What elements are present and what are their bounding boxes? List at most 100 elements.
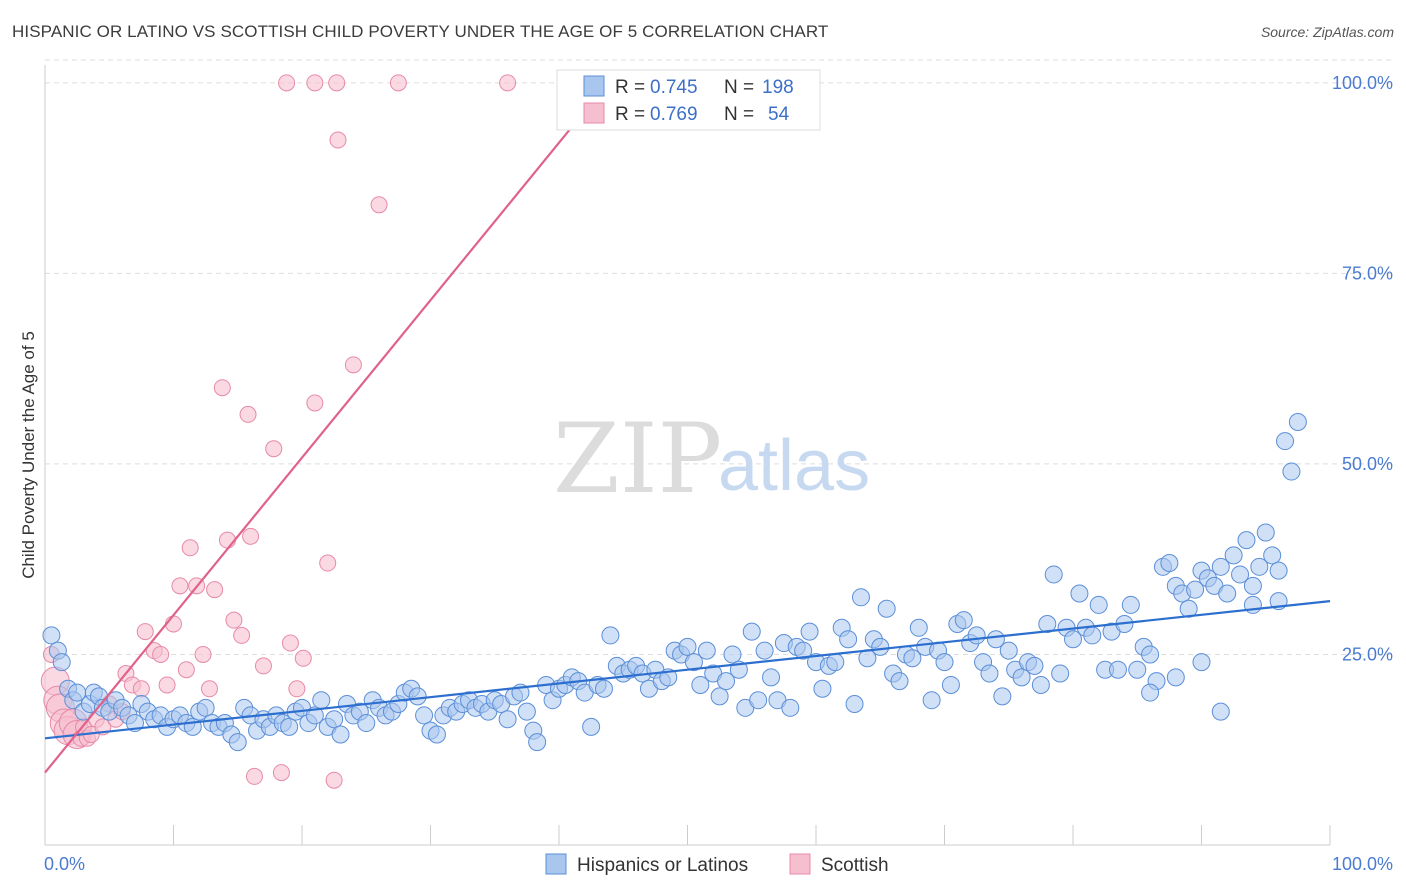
y-tick-labels: 25.0% 50.0% 75.0% 100.0% [1332,73,1393,665]
scottish-point [181,539,199,557]
scottish-point [194,645,212,663]
hispanic-point [839,630,858,649]
hispanic-point [325,710,344,729]
scottish-point [213,379,231,397]
hispanic-point [1012,668,1031,687]
y-tick-label: 100.0% [1332,73,1393,93]
legend-n-value-1: 198 [762,77,794,98]
scottish-point [344,356,362,374]
hispanic-point [941,675,960,694]
axes [44,65,1331,846]
hispanic-point [845,695,864,714]
hispanic-point [1276,432,1295,451]
hispanic-point [800,622,819,641]
hispanic-point [813,679,832,698]
hispanic-point [1089,595,1108,614]
legend-box: R = 0.745 N = 198 R = 0.769 N = 54 [556,69,821,131]
hispanic-point [826,653,845,672]
scottish-point [245,767,263,785]
hispanic-point [742,622,761,641]
hispanic-point [1288,413,1307,432]
scottish-point [325,771,343,789]
watermark-atlas: atlas [718,426,870,506]
scottish-point [370,196,388,214]
hispanic-point [1243,576,1262,595]
y-tick-label: 75.0% [1342,263,1393,283]
hispanic-point [228,733,247,752]
hispanic-point [903,649,922,668]
legend-swatch-scottish [583,102,605,124]
hispanic-point [1237,531,1256,550]
hispanic-point [691,675,710,694]
hispanic-point [42,626,61,645]
hispanic-point [890,672,909,691]
source-credit: Source: ZipAtlas.com [1260,24,1394,40]
scottish-point [200,680,218,698]
scottish-point [329,131,347,149]
scottish-point [265,440,283,458]
hispanic-point [498,710,517,729]
chart-title: HISPANIC OR LATINO VS SCOTTISH CHILD POV… [12,22,829,41]
hispanic-point [794,641,813,660]
hispanic-point [1128,660,1147,679]
hispanic-point [749,691,768,710]
hispanic-point [528,733,547,752]
hispanic-point [1192,653,1211,672]
legend-n-value-2: 54 [768,104,790,125]
hispanic-point [427,725,446,744]
hispanic-point [954,611,973,630]
legend-n-label-2: N = [724,104,754,125]
hispanic-point [1269,561,1288,580]
scottish-point [171,577,189,595]
hispanic-point [1051,664,1070,683]
hispanic-point [935,653,954,672]
hispanic-point [755,641,774,660]
hispanic-point [357,714,376,733]
scottish-trendline [44,82,609,774]
hispanic-point [331,725,350,744]
hispanic-point [1141,683,1160,702]
hispanic-point [594,679,613,698]
scottish-point [272,764,290,782]
hispanic-point [980,664,999,683]
scottish-point [328,74,346,92]
hispanic-point [601,626,620,645]
hispanic-point [1250,557,1269,576]
hispanic-point [582,717,601,736]
hispanic-point [1282,462,1301,481]
hispanic-trendline [44,600,1331,740]
hispanic-point [922,691,941,710]
hispanic-point [305,706,324,725]
hispanic-point [196,698,215,717]
scottish-point [165,615,182,633]
legend-swatch-hispanic [583,75,605,97]
hispanic-point [1218,584,1237,603]
hispanic-point [967,626,986,645]
hispanic-point [1083,626,1102,645]
scottish-point [288,680,306,698]
hispanic-point [697,641,716,660]
scottish-point [319,554,337,572]
hispanic-point [1070,584,1089,603]
hispanic-point [877,599,896,618]
hispanic-point [723,645,742,664]
scottish-point [233,626,251,644]
hispanic-point [408,687,427,706]
bottom-legend: Hispanics or Latinos Scottish [545,853,889,876]
hispanic-point [517,702,536,721]
scottish-point [158,676,176,694]
hispanic-point [1108,660,1127,679]
hispanic-point [1038,614,1057,633]
hispanic-point [851,588,870,607]
y-tick-label: 25.0% [1342,644,1393,664]
hispanic-point [999,641,1018,660]
hispanic-point [1224,546,1243,565]
bottom-legend-scottish: Scottish [821,855,889,876]
watermark: ZIP atlas [553,403,870,515]
x-tick-label: 100.0% [1332,854,1393,874]
scottish-point [136,623,154,641]
legend-n-label-1: N = [724,77,754,98]
scottish-point [206,581,224,599]
watermark-zip: ZIP [553,403,722,515]
